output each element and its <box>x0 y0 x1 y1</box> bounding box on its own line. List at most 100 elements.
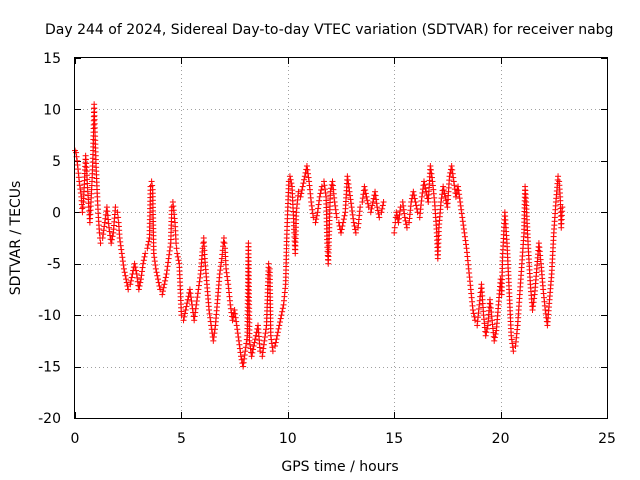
data-point <box>297 193 304 200</box>
data-point <box>322 190 329 196</box>
data-point <box>461 229 468 236</box>
data-point <box>261 334 268 340</box>
data-point <box>449 170 456 177</box>
data-point <box>235 334 242 340</box>
data-point <box>411 195 418 202</box>
data-point <box>276 322 283 329</box>
data-point <box>197 274 204 281</box>
data-point <box>469 307 476 313</box>
data-point <box>269 348 276 355</box>
y-tick-label: -5 <box>47 257 61 273</box>
data-point <box>186 286 193 293</box>
data-point <box>440 183 447 190</box>
y-tick-label: 0 <box>52 205 61 221</box>
data-point <box>452 193 459 200</box>
y-tick-label: 5 <box>52 154 61 170</box>
data-point <box>133 267 140 274</box>
data-point <box>364 200 371 207</box>
data-point <box>374 204 381 211</box>
data-point <box>251 339 258 346</box>
data-point <box>102 215 109 222</box>
data-point <box>248 353 255 360</box>
data-point <box>399 199 406 205</box>
data-point <box>223 269 230 276</box>
data-point <box>207 318 214 325</box>
data-point <box>316 197 323 204</box>
data-point <box>221 240 228 247</box>
data-point <box>462 237 469 244</box>
data-point <box>369 202 376 209</box>
data-point <box>188 298 195 304</box>
data-point <box>397 208 404 214</box>
data-point <box>109 233 116 240</box>
data-point <box>308 202 315 209</box>
y-axis-label: SDTVAR / TECUs <box>8 181 24 296</box>
data-point <box>174 250 181 257</box>
data-point <box>438 199 445 205</box>
data-point <box>492 331 499 337</box>
data-point <box>364 197 371 204</box>
data-point <box>395 215 402 222</box>
data-point <box>164 263 171 270</box>
data-point <box>108 240 115 247</box>
y-tick-labels: -20 -15 -10 -5 0 5 10 15 <box>38 51 61 427</box>
y-tick-label: -10 <box>38 308 61 324</box>
data-point <box>320 178 327 185</box>
data-point <box>121 269 128 276</box>
data-point <box>338 229 344 236</box>
data-point <box>100 227 107 234</box>
data-point <box>333 214 340 221</box>
data-point <box>531 295 538 302</box>
data-point <box>106 224 113 231</box>
data-point <box>367 209 374 216</box>
data-point <box>173 240 180 247</box>
data-point <box>395 219 402 226</box>
data-point <box>350 215 357 222</box>
data-point <box>242 344 249 351</box>
x-tick-label: 5 <box>177 431 186 447</box>
data-point <box>345 181 352 187</box>
data-point <box>260 341 267 348</box>
data-point <box>349 208 356 214</box>
data-point <box>361 183 368 190</box>
data-point <box>412 199 419 205</box>
chart-title: Day 244 of 2024, Sidereal Day-to-day VTE… <box>45 22 613 38</box>
data-point <box>119 254 126 261</box>
data-point <box>106 228 113 235</box>
data-point <box>269 344 276 351</box>
data-point <box>455 187 462 194</box>
data-point <box>304 166 311 173</box>
data-point <box>312 219 319 226</box>
data-point <box>359 199 366 205</box>
data-point <box>483 329 490 336</box>
data-point <box>314 209 321 216</box>
data-point <box>542 307 549 313</box>
data-point <box>192 305 199 312</box>
data-point <box>240 359 247 366</box>
data-point <box>133 271 140 277</box>
data-point <box>207 314 214 321</box>
data-point <box>331 199 338 205</box>
y-tick-label: 10 <box>43 102 61 118</box>
data-point <box>163 271 170 277</box>
data-point <box>236 345 243 352</box>
data-point <box>142 250 149 257</box>
data-point <box>136 283 143 289</box>
data-point <box>396 211 403 218</box>
data-point <box>279 305 286 312</box>
x-tick-labels: 0 5 10 15 20 25 <box>71 431 616 447</box>
data-point <box>298 187 305 193</box>
data-point <box>372 192 379 199</box>
data-point <box>191 317 198 324</box>
data-point <box>153 269 160 276</box>
data-point <box>196 278 203 285</box>
data-point <box>441 190 448 197</box>
data-point <box>428 174 435 181</box>
data-point <box>393 209 400 216</box>
data-point <box>125 286 132 293</box>
data-point <box>403 224 410 231</box>
data-point <box>76 178 83 185</box>
data-point <box>241 355 248 362</box>
data-point <box>559 204 566 211</box>
